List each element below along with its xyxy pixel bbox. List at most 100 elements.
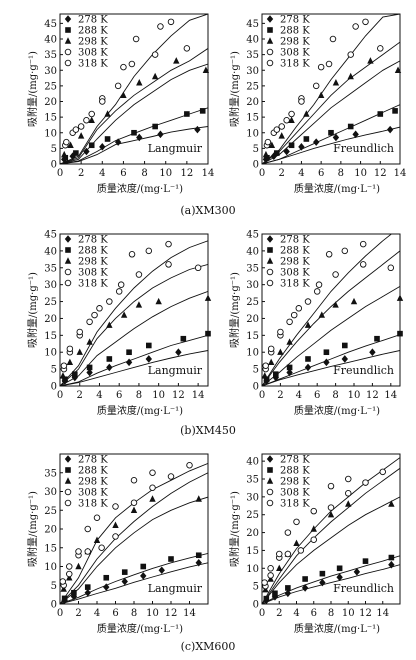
panel-caption: (a)XM300 bbox=[180, 204, 235, 217]
data-point bbox=[276, 550, 283, 558]
data-point bbox=[121, 577, 128, 586]
y-tick-label: 0 bbox=[51, 382, 57, 393]
legend-marker bbox=[65, 247, 71, 253]
x-tick-label: 6 bbox=[120, 168, 126, 179]
y-tick-label: 10 bbox=[246, 128, 259, 139]
data-point bbox=[388, 560, 395, 569]
data-point bbox=[319, 578, 326, 587]
x-tick-label: 2 bbox=[77, 390, 83, 401]
data-point bbox=[303, 110, 310, 117]
data-point bbox=[60, 585, 67, 592]
data-point bbox=[59, 578, 67, 585]
fit-curve bbox=[262, 234, 393, 386]
data-point bbox=[183, 45, 191, 52]
x-tick-label: 6 bbox=[116, 390, 122, 401]
data-point bbox=[60, 362, 68, 369]
y-tick-label: 0 bbox=[253, 160, 259, 171]
data-point bbox=[146, 342, 152, 349]
y-tick-label: 30 bbox=[44, 66, 57, 77]
data-point bbox=[323, 349, 330, 356]
legend-marker bbox=[65, 467, 71, 473]
data-point bbox=[157, 130, 164, 139]
x-axis-label: 质量浓度/(mg·L⁻¹) bbox=[294, 404, 380, 417]
x-tick-label: 6 bbox=[314, 390, 320, 401]
data-point bbox=[319, 570, 326, 577]
x-tick-label: 12 bbox=[366, 390, 379, 401]
data-point bbox=[72, 126, 80, 133]
legend-label: 278 K bbox=[280, 15, 310, 26]
legend-marker bbox=[64, 257, 72, 264]
data-point bbox=[131, 129, 137, 136]
data-point bbox=[75, 548, 82, 555]
data-point bbox=[263, 595, 270, 602]
legend-label: 318 K bbox=[78, 59, 108, 70]
x-tick-label: 14 bbox=[202, 168, 215, 179]
y-tick-label: 10 bbox=[44, 128, 57, 139]
x-tick-label: 8 bbox=[328, 608, 334, 619]
data-point bbox=[62, 376, 68, 383]
y-tick-label: 25 bbox=[246, 297, 259, 308]
legend-label: 278 K bbox=[78, 455, 108, 466]
panel-caption: (c)XM600 bbox=[181, 640, 236, 653]
data-point bbox=[317, 91, 325, 98]
y-axis-label: 吸附量/(mg·g⁻¹) bbox=[26, 51, 39, 127]
data-point bbox=[125, 358, 133, 367]
data-point bbox=[329, 35, 337, 43]
data-point bbox=[315, 281, 323, 288]
data-point bbox=[264, 138, 272, 146]
data-point bbox=[374, 335, 380, 342]
legend-marker bbox=[266, 15, 274, 23]
data-point bbox=[276, 564, 283, 571]
data-point bbox=[130, 499, 138, 507]
data-point bbox=[284, 550, 292, 558]
data-point bbox=[286, 368, 293, 377]
data-point bbox=[145, 355, 152, 363]
data-point bbox=[345, 500, 352, 507]
y-tick-label: 5 bbox=[51, 365, 57, 376]
y-tick-label: 5 bbox=[253, 582, 259, 593]
data-point bbox=[290, 311, 298, 319]
fit-curve bbox=[60, 496, 208, 604]
fit-curve bbox=[60, 48, 208, 164]
x-axis-label: 质量浓度/(mg·L⁻¹) bbox=[294, 182, 380, 195]
data-point bbox=[120, 63, 127, 71]
data-point bbox=[273, 150, 280, 156]
data-point bbox=[310, 507, 318, 515]
data-point bbox=[98, 544, 105, 552]
y-tick-label: 35 bbox=[44, 263, 57, 274]
data-point bbox=[195, 495, 202, 502]
data-point bbox=[263, 376, 270, 383]
x-axis-label: 质量浓度/(mg·L⁻¹) bbox=[294, 622, 380, 635]
data-point bbox=[312, 82, 320, 90]
data-point bbox=[114, 138, 122, 146]
data-point bbox=[273, 371, 279, 377]
data-point bbox=[104, 110, 111, 117]
legend-label: 288 K bbox=[78, 466, 108, 477]
x-tick-label: 2 bbox=[277, 390, 283, 401]
data-point bbox=[91, 311, 98, 319]
legend-marker bbox=[65, 27, 71, 33]
y-tick-label: 25 bbox=[246, 510, 259, 521]
y-tick-label: 20 bbox=[44, 525, 57, 536]
y-tick-label: 10 bbox=[44, 348, 57, 359]
legend-label: 278 K bbox=[78, 15, 108, 26]
legend-marker bbox=[266, 488, 274, 496]
data-point bbox=[67, 141, 74, 148]
data-point bbox=[394, 66, 402, 73]
data-point bbox=[195, 558, 202, 567]
y-tick-label: 40 bbox=[44, 35, 57, 46]
legend-label: 308 K bbox=[280, 268, 310, 279]
data-point bbox=[140, 563, 147, 570]
legend-marker bbox=[267, 27, 273, 33]
chart-panel: 0 2 4 6 8 10 12 14 0 5 10 15 20 25 30 35 吸附量/(mg·g⁻¹) 质量浓… bbox=[26, 453, 209, 635]
x-tick-label: 8 bbox=[141, 168, 147, 179]
data-point bbox=[261, 579, 268, 586]
x-tick-label: 10 bbox=[152, 390, 165, 401]
x-tick-label: 10 bbox=[159, 168, 172, 179]
data-point bbox=[297, 547, 305, 554]
data-point bbox=[342, 342, 348, 349]
data-point bbox=[295, 305, 303, 312]
legend-marker bbox=[64, 268, 72, 276]
x-tick-label: 4 bbox=[96, 390, 102, 401]
y-axis-label: 吸附量/(mg·g⁻¹) bbox=[228, 51, 241, 127]
